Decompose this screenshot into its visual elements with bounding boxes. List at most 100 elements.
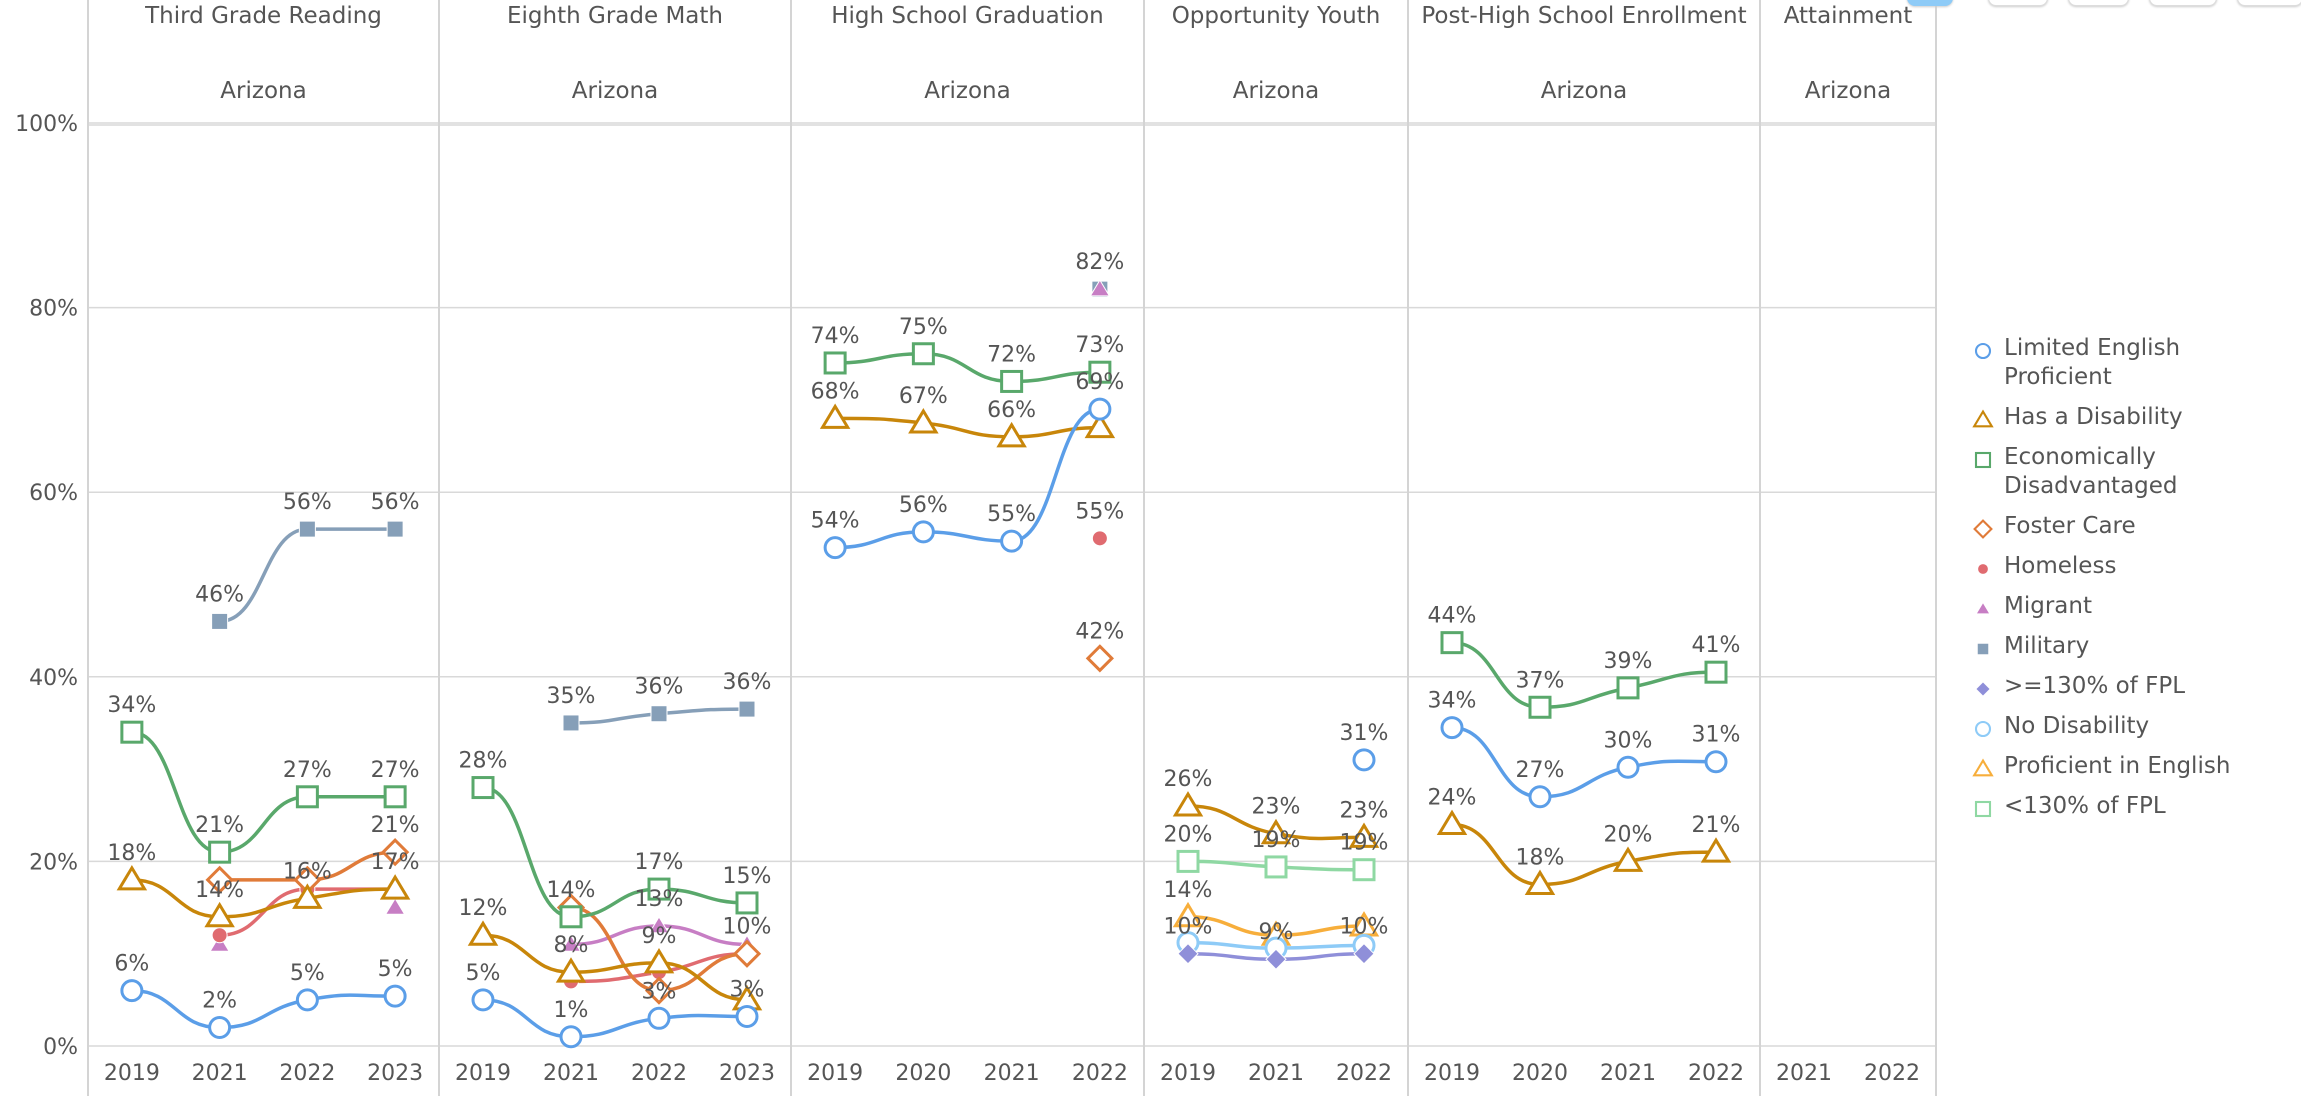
data-point-limited-english-proficient[interactable] <box>1088 397 1112 421</box>
legend-item[interactable]: No Disability <box>1972 712 2234 741</box>
data-point-economically-disadvantaged[interactable] <box>1000 369 1024 393</box>
data-point-has-a-disability[interactable] <box>1612 846 1644 872</box>
data-point-limited-english-proficient[interactable] <box>295 988 319 1012</box>
data-point-limited-english-proficient[interactable] <box>1000 529 1024 553</box>
data-point-military[interactable] <box>738 700 756 718</box>
data-point-has-a-disability[interactable] <box>116 864 148 891</box>
data-point--130-of-fpl[interactable] <box>1353 942 1375 965</box>
data-point-military[interactable] <box>650 705 668 723</box>
data-point-has-a-disability[interactable] <box>467 920 499 946</box>
data-point-limited-english-proficient[interactable] <box>735 1004 759 1028</box>
legend-item[interactable]: Proficient in English <box>1972 752 2234 781</box>
legend-marker[interactable] <box>1977 643 1989 655</box>
data-point-has-a-disability[interactable] <box>1348 822 1380 848</box>
data-point-has-a-disability[interactable] <box>1172 791 1204 817</box>
data-point-limited-english-proficient[interactable] <box>1704 750 1728 774</box>
data-point-foster-care[interactable] <box>381 838 410 867</box>
data-point-has-a-disability[interactable] <box>1700 837 1732 863</box>
legend-marker[interactable] <box>1974 342 1992 360</box>
data-point-foster-care[interactable] <box>732 939 762 968</box>
data-point-economically-disadvantaged[interactable] <box>911 342 935 366</box>
data-point-economically-disadvantaged[interactable] <box>120 720 144 744</box>
data-point-economically-disadvantaged[interactable] <box>559 905 583 929</box>
data-point-limited-english-proficient[interactable] <box>1352 748 1376 772</box>
data-point-foster-care[interactable] <box>205 865 234 894</box>
data-point-proficient-in-english[interactable] <box>1172 901 1204 928</box>
data-point-economically-disadvantaged[interactable] <box>1440 631 1464 655</box>
legend-marker[interactable] <box>1975 681 1991 697</box>
data-point-has-a-disability[interactable] <box>292 883 323 909</box>
data-point-military[interactable] <box>211 612 229 630</box>
legend-marker[interactable] <box>1975 602 1991 615</box>
data-point-limited-english-proficient[interactable] <box>383 984 407 1008</box>
data-point-homeless[interactable] <box>211 927 228 944</box>
legend-item[interactable]: >=130% of FPL <box>1972 672 2234 701</box>
data-point-has-a-disability[interactable] <box>996 421 1027 448</box>
toolbar-button[interactable] <box>2237 0 2301 6</box>
legend-marker[interactable] <box>1973 519 1993 539</box>
data-point-economically-disadvantaged[interactable] <box>735 891 759 915</box>
data-point-foster-care[interactable] <box>1085 644 1114 673</box>
toolbar-button[interactable] <box>1907 0 1953 6</box>
data-point-limited-english-proficient[interactable] <box>120 979 144 1003</box>
legend-marker[interactable] <box>1977 563 1989 575</box>
data-point-foster-care[interactable] <box>644 976 674 1005</box>
data-point-economically-disadvantaged[interactable] <box>647 877 671 901</box>
data-point-limited-english-proficient[interactable] <box>823 536 847 560</box>
data-point-has-a-disability[interactable] <box>1260 818 1292 845</box>
data-point-economically-disadvantaged[interactable] <box>383 785 407 809</box>
data-point-military[interactable] <box>298 520 316 538</box>
data-point-economically-disadvantaged[interactable] <box>208 840 232 864</box>
data-point-economically-disadvantaged[interactable] <box>295 785 319 809</box>
legend-marker[interactable] <box>1974 720 1992 738</box>
toolbar-button[interactable] <box>1988 0 2048 6</box>
toolbar-button[interactable] <box>2149 0 2217 6</box>
legend-item[interactable]: Homeless <box>1972 552 2234 581</box>
data-point--130-of-fpl[interactable] <box>1265 948 1287 970</box>
data-point-has-a-disability[interactable] <box>819 403 851 429</box>
data-point--130-of-fpl[interactable] <box>1177 942 1199 965</box>
data-point-military[interactable] <box>562 714 580 732</box>
data-point-limited-english-proficient[interactable] <box>911 520 935 544</box>
data-point--130-of-fpl[interactable] <box>1264 855 1288 879</box>
data-point-migrant[interactable] <box>648 916 670 934</box>
legend-item[interactable]: <130% of FPL <box>1972 792 2234 821</box>
data-point--130-of-fpl[interactable] <box>1176 849 1200 873</box>
data-point-has-a-disability[interactable] <box>1084 412 1116 439</box>
data-point-has-a-disability[interactable] <box>643 948 675 974</box>
data-point-limited-english-proficient[interactable] <box>647 1006 671 1030</box>
data-point--130-of-fpl[interactable] <box>1352 858 1376 882</box>
data-point-military[interactable] <box>386 520 404 538</box>
data-point-economically-disadvantaged[interactable] <box>1528 695 1552 719</box>
toolbar-button[interactable] <box>2068 0 2129 6</box>
legend-marker[interactable] <box>1972 758 1994 777</box>
data-point-economically-disadvantaged[interactable] <box>1616 676 1640 700</box>
legend-item[interactable]: Migrant <box>1972 592 2234 621</box>
legend-item[interactable]: Foster Care <box>1972 512 2234 541</box>
data-point-economically-disadvantaged[interactable] <box>1088 360 1112 384</box>
data-point-limited-english-proficient[interactable] <box>1528 785 1552 809</box>
legend-item[interactable]: Economically Disadvantaged <box>1972 443 2234 501</box>
legend-item[interactable]: Has a Disability <box>1972 403 2234 432</box>
data-point-migrant[interactable] <box>560 934 582 952</box>
data-point-has-a-disability[interactable] <box>379 874 411 900</box>
data-point-migrant[interactable] <box>209 934 230 952</box>
data-point-homeless[interactable] <box>1091 530 1108 547</box>
legend-marker[interactable] <box>1974 451 1992 469</box>
data-point-has-a-disability[interactable] <box>908 408 939 434</box>
data-point-migrant[interactable] <box>1089 279 1111 297</box>
data-point-migrant[interactable] <box>384 897 406 915</box>
data-point-has-a-disability[interactable] <box>555 957 587 983</box>
data-point-has-a-disability[interactable] <box>1524 869 1556 895</box>
data-point-limited-english-proficient[interactable] <box>208 1016 232 1040</box>
data-point-economically-disadvantaged[interactable] <box>471 776 495 800</box>
data-point-has-a-disability[interactable] <box>1436 809 1468 835</box>
data-point-limited-english-proficient[interactable] <box>1616 755 1640 779</box>
data-point-economically-disadvantaged[interactable] <box>823 351 847 375</box>
data-point-limited-english-proficient[interactable] <box>559 1025 583 1049</box>
legend-marker[interactable] <box>1974 800 1992 818</box>
legend-item[interactable]: Limited English Proficient <box>1972 334 2234 392</box>
legend-item[interactable]: Military <box>1972 632 2234 661</box>
data-point-limited-english-proficient[interactable] <box>471 988 495 1012</box>
data-point-economically-disadvantaged[interactable] <box>1704 660 1728 684</box>
